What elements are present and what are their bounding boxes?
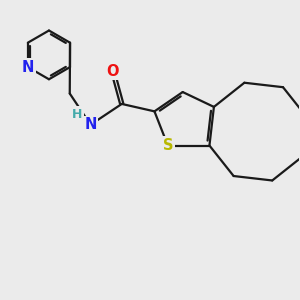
Text: H: H	[72, 108, 83, 121]
Text: S: S	[163, 138, 173, 153]
Text: N: N	[22, 60, 34, 75]
Text: N: N	[84, 117, 97, 132]
Text: O: O	[106, 64, 119, 79]
